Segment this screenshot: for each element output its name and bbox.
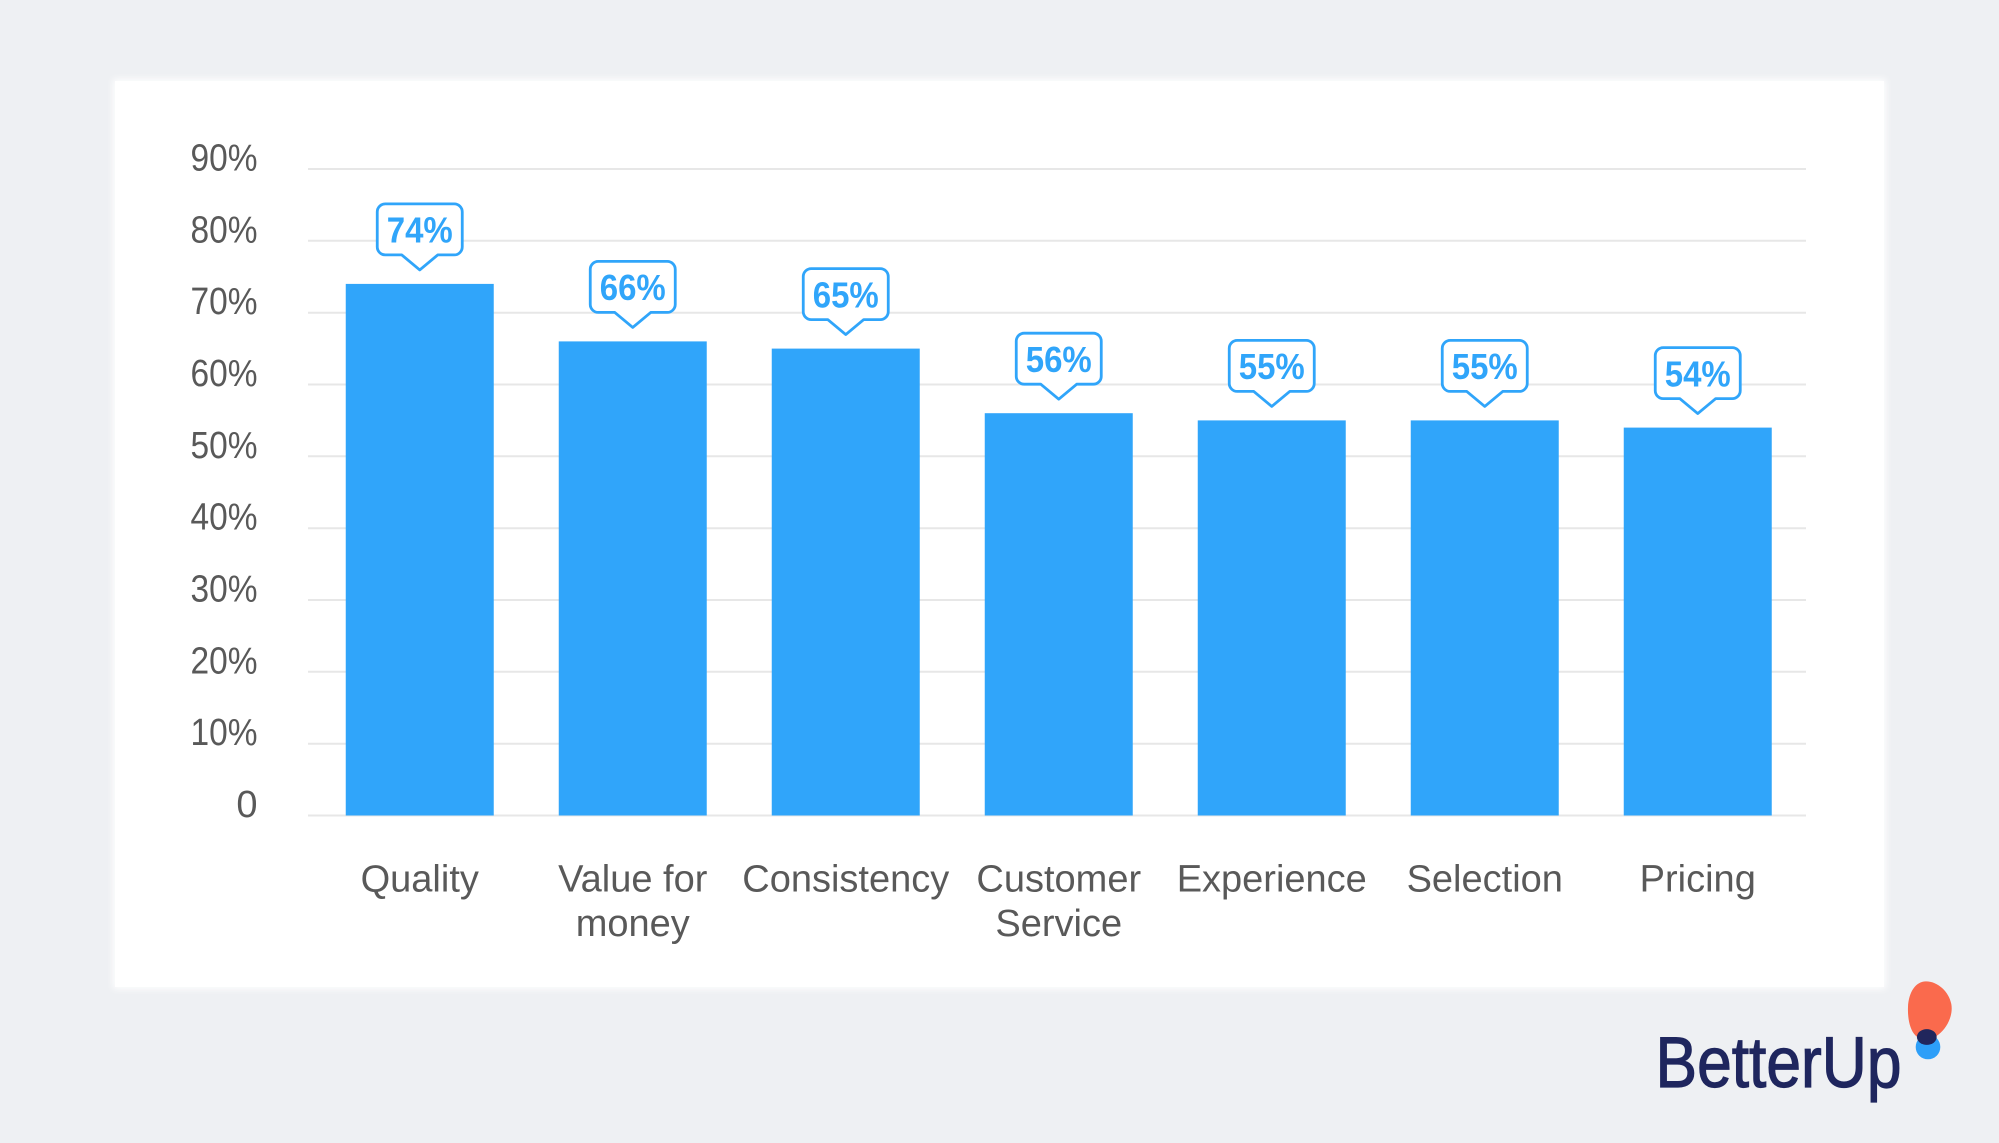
svg-text:Service: Service xyxy=(995,903,1122,945)
svg-text:Customer: Customer xyxy=(976,859,1141,901)
svg-text:BetterUp: BetterUp xyxy=(1656,1023,1902,1103)
svg-text:90%: 90% xyxy=(191,138,258,180)
svg-text:66%: 66% xyxy=(600,267,666,308)
svg-text:50%: 50% xyxy=(191,425,258,467)
svg-text:60%: 60% xyxy=(191,353,258,395)
svg-text:0: 0 xyxy=(236,784,257,826)
svg-text:65%: 65% xyxy=(813,274,879,315)
svg-text:30%: 30% xyxy=(191,569,258,611)
svg-text:10%: 10% xyxy=(191,712,258,754)
svg-text:20%: 20% xyxy=(191,640,258,682)
svg-text:80%: 80% xyxy=(191,209,258,251)
svg-text:55%: 55% xyxy=(1239,346,1305,387)
svg-text:Value for: Value for xyxy=(558,859,708,901)
svg-text:40%: 40% xyxy=(191,497,258,539)
svg-text:54%: 54% xyxy=(1665,353,1731,394)
svg-text:55%: 55% xyxy=(1452,346,1518,387)
svg-text:74%: 74% xyxy=(387,210,453,251)
svg-text:money: money xyxy=(576,903,690,945)
svg-text:Quality: Quality xyxy=(361,859,479,901)
svg-text:Selection: Selection xyxy=(1407,859,1563,901)
svg-text:Pricing: Pricing xyxy=(1640,859,1756,901)
svg-text:70%: 70% xyxy=(191,281,258,323)
svg-text:56%: 56% xyxy=(1026,339,1092,380)
svg-text:Consistency: Consistency xyxy=(742,859,949,901)
svg-text:Experience: Experience xyxy=(1177,859,1367,901)
